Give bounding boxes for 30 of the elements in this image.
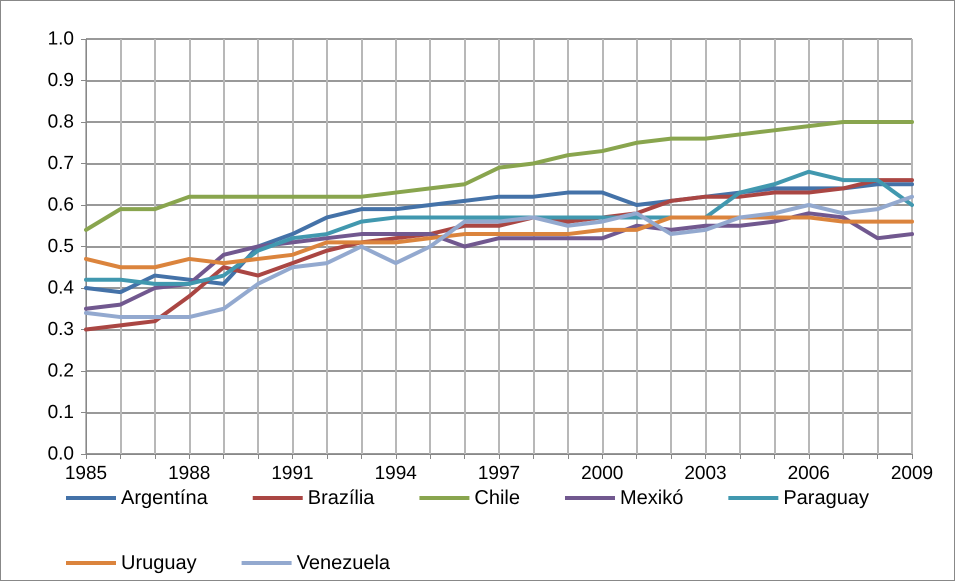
y-tick-label: 0.8 bbox=[48, 112, 74, 132]
line-series bbox=[84, 120, 914, 232]
y-tick-label: 0.1 bbox=[48, 402, 74, 423]
legend-label: Mexikó bbox=[620, 487, 684, 509]
y-tick-label: 0.9 bbox=[48, 70, 74, 91]
y-tick-label: 0.6 bbox=[48, 194, 74, 216]
x-tick-label: 1997 bbox=[478, 463, 520, 484]
x-tick-label: 2009 bbox=[890, 463, 934, 484]
x-tick-label: 1994 bbox=[374, 463, 418, 484]
line-series bbox=[84, 215, 914, 270]
x-tick-label: 1991 bbox=[271, 463, 314, 484]
y-tick-label: 0.0 bbox=[48, 444, 74, 464]
x-tick-label: 2000 bbox=[581, 463, 624, 484]
legend-label: Venezuela bbox=[296, 552, 391, 574]
line-series bbox=[84, 194, 914, 320]
x-tick-label: 2003 bbox=[684, 463, 727, 484]
y-tick-label: 0.7 bbox=[48, 153, 74, 174]
legend-label: Brazília bbox=[308, 487, 376, 509]
y-tick-label: 0.4 bbox=[48, 278, 74, 298]
legend-label: Chile bbox=[474, 487, 520, 509]
legend-label: Uruguay bbox=[121, 552, 197, 574]
x-tick-label: 1988 bbox=[168, 463, 210, 484]
y-tick-label: 1.0 bbox=[48, 28, 74, 50]
x-tick-label: 2006 bbox=[788, 463, 830, 484]
legend-label: Argentína bbox=[121, 487, 209, 509]
y-tick-label: 0.5 bbox=[48, 236, 74, 257]
y-tick-label: 0.3 bbox=[48, 319, 74, 340]
y-tick-label: 0.2 bbox=[48, 360, 74, 382]
x-tick-label: 1985 bbox=[64, 463, 108, 484]
legend-label: Paraguay bbox=[783, 487, 869, 509]
